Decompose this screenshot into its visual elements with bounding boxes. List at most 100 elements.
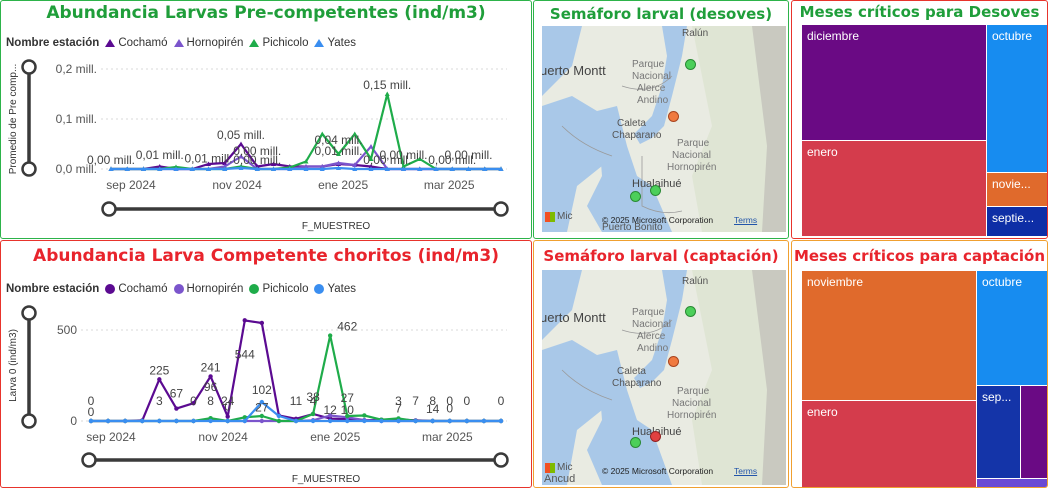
x-slider-start-handle[interactable] — [81, 452, 97, 468]
data-point — [259, 399, 265, 405]
data-label: 0 — [463, 394, 470, 408]
treemap-cell-enero[interactable]: enero — [802, 401, 976, 487]
map-copyright: © 2025 Microsoft Corporation — [602, 215, 714, 225]
data-point — [222, 164, 228, 169]
legend-item-yates[interactable]: Yates — [314, 37, 356, 49]
data-label: 96 — [204, 380, 218, 394]
map-place-label: Parque — [677, 386, 710, 397]
data-label: 0,00 mill. — [444, 148, 492, 162]
legend-item-cochamo[interactable]: Cochamó — [105, 37, 168, 49]
data-point — [384, 166, 390, 171]
treemap-cell-noviembre[interactable]: novie... — [987, 173, 1047, 206]
x-slider-end-handle[interactable] — [493, 452, 509, 468]
data-label: 0 — [498, 394, 505, 408]
data-point — [396, 418, 401, 424]
data-point — [276, 413, 282, 419]
y-slider-bottom-handle[interactable] — [21, 161, 37, 177]
treemap-cell-noviembre[interactable]: noviembre — [802, 271, 976, 400]
data-label: 38 — [306, 390, 320, 404]
data-label: 4 — [310, 394, 317, 408]
legend-item-pichicolo[interactable]: Pichicolo — [249, 37, 308, 49]
data-point — [498, 166, 504, 171]
map1-terrain — [542, 26, 786, 232]
data-point — [319, 131, 325, 136]
data-label: 3 — [395, 394, 402, 408]
data-label: 0,01 mill. — [314, 144, 362, 158]
data-point — [310, 418, 316, 424]
data-label: 27 — [255, 400, 269, 414]
y-axis-label: Larva 0 (ind/m3) — [8, 329, 19, 402]
map-marker[interactable] — [650, 185, 661, 196]
map-marker[interactable] — [630, 191, 641, 202]
data-point — [191, 418, 196, 424]
data-point — [222, 160, 228, 165]
treemap-cell-diciembre[interactable]: diciembre — [802, 25, 986, 140]
data-point — [401, 164, 406, 169]
x-axis-label: F_MUESTREO — [292, 474, 361, 485]
map-terms-link[interactable]: Terms — [734, 466, 758, 476]
legend-item-yates[interactable]: Yates — [314, 283, 356, 295]
data-point — [336, 160, 341, 165]
map-marker[interactable] — [668, 356, 679, 367]
legend-item-pichicolo[interactable]: Pichicolo — [249, 283, 308, 295]
data-point — [259, 320, 265, 326]
data-point — [362, 418, 367, 424]
data-point — [319, 164, 325, 169]
treemap1-title: Meses críticos para Desoves — [799, 3, 1040, 21]
map-place-label: Andino — [637, 95, 669, 106]
data-label: 0,05 mill. — [217, 128, 265, 142]
triangle-marker-icon — [173, 39, 184, 47]
treemap-cell-septiembre[interactable]: sep... — [977, 386, 1020, 478]
map-place-label: Caleta — [617, 118, 646, 129]
data-point — [303, 164, 309, 169]
data-point — [303, 159, 309, 164]
data-point — [379, 418, 384, 424]
treemap-cell-octubre[interactable]: octubre — [987, 25, 1047, 172]
treemap-cell-other[interactable] — [977, 479, 1047, 487]
data-point — [481, 418, 487, 424]
data-point — [206, 161, 211, 166]
data-point — [287, 166, 293, 171]
x-slider-start-handle[interactable] — [101, 201, 117, 217]
data-point — [242, 418, 247, 424]
data-point — [242, 318, 247, 323]
legend-item-hornopiren[interactable]: Hornopirén — [173, 283, 243, 295]
data-label: 0,00 mill. — [379, 148, 427, 162]
y-slider-bottom-handle[interactable] — [21, 413, 37, 429]
data-label: 7 — [395, 401, 402, 415]
treemap-cell-enero[interactable]: enero — [802, 141, 986, 236]
data-label: 0 — [446, 401, 453, 415]
map-marker[interactable] — [630, 437, 641, 448]
map-marker[interactable] — [685, 59, 696, 70]
data-point — [464, 418, 470, 424]
data-point — [189, 166, 195, 171]
data-point — [225, 418, 230, 424]
map-marker[interactable] — [650, 431, 661, 442]
map-marker[interactable] — [685, 306, 696, 317]
map-terms-link[interactable]: Terms — [734, 215, 758, 225]
data-point — [430, 418, 435, 424]
chart2-legend-title: Nombre estación — [6, 283, 100, 295]
map2[interactable]: Ralún uerto Montt Parque Nacional Alerce… — [542, 270, 786, 485]
data-point — [259, 413, 265, 419]
data-point — [352, 166, 358, 171]
treemap-cell-diciembre[interactable] — [1021, 386, 1047, 478]
data-point — [310, 411, 316, 417]
treemap-cell-octubre[interactable]: octubre — [977, 271, 1047, 385]
x-slider-end-handle[interactable] — [493, 201, 509, 217]
y-tick-label: 0 — [70, 414, 77, 428]
map2-title: Semáforo larval (captación) — [543, 247, 779, 265]
data-label: 0 — [88, 405, 95, 419]
treemap-cell-septiembre[interactable]: septie... — [987, 207, 1047, 236]
y-slider-top-handle[interactable] — [21, 305, 37, 321]
data-point — [384, 91, 390, 96]
legend-item-cochamo[interactable]: Cochamó — [105, 283, 168, 295]
map1[interactable]: Ralún uerto Montt Parque Nacional Alerce… — [542, 26, 786, 232]
x-axis-label: F_MUESTREO — [302, 221, 371, 232]
map-marker[interactable] — [668, 111, 679, 122]
data-label: 12 — [323, 403, 337, 417]
legend-item-hornopiren[interactable]: Hornopirén — [173, 37, 243, 49]
panel-map-desoves: Semáforo larval (desoves) Ralún uerto Mo… — [533, 0, 789, 239]
panel-map-captacion: Semáforo larval (captación) Ralún uerto … — [533, 240, 789, 488]
y-slider-top-handle[interactable] — [21, 59, 37, 75]
